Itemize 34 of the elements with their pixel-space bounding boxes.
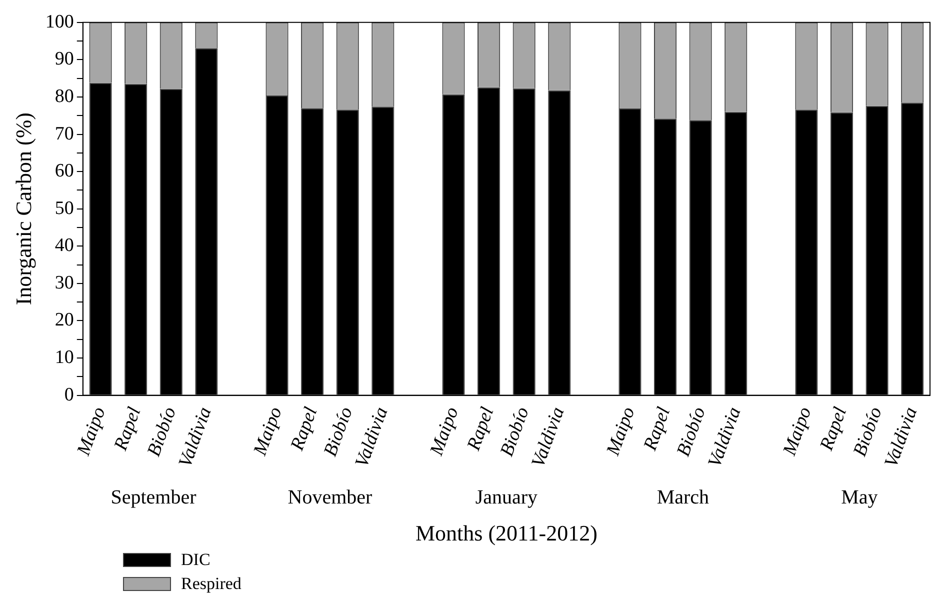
y-tick-label: 40 bbox=[54, 235, 74, 256]
text: March bbox=[656, 486, 710, 508]
x-axis-title: Months (2011-2012) bbox=[415, 520, 598, 546]
y-tick-label: 100 bbox=[45, 11, 74, 32]
legend-label: Respired bbox=[181, 574, 242, 594]
x-tick-label: Maipo bbox=[72, 404, 110, 460]
y-tick-label: 90 bbox=[54, 48, 74, 70]
x-tick-label: Maipo bbox=[778, 404, 816, 460]
y-tick-label: 10 bbox=[54, 346, 74, 368]
x-tick-label: Maipo bbox=[249, 404, 286, 460]
text: May bbox=[841, 486, 878, 508]
y-tick-label: 70 bbox=[54, 123, 74, 144]
x-tick-label: Maipo bbox=[602, 404, 640, 460]
x-tick-label: Biobío bbox=[320, 404, 358, 460]
y-axis-title: Inorganic Carbon (%) bbox=[10, 112, 36, 306]
text: January bbox=[475, 486, 538, 508]
x-tick-label: Biobío bbox=[496, 404, 534, 460]
x-tick-label: Rapel bbox=[639, 404, 675, 454]
x-tick-label: Rapel bbox=[286, 404, 322, 454]
x-tick-label: Biobío bbox=[672, 404, 710, 460]
y-tick-label: 0 bbox=[64, 384, 74, 406]
text: November bbox=[288, 486, 373, 508]
y-tick-label: 50 bbox=[54, 198, 74, 219]
x-tick-label: Rapel bbox=[462, 404, 498, 454]
y-tick-label: 80 bbox=[54, 86, 74, 107]
x-tick-label: Rapel bbox=[816, 404, 852, 454]
x-tick-label: Rapel bbox=[110, 404, 146, 454]
text: September bbox=[110, 486, 197, 508]
legend-label: DIC bbox=[181, 550, 210, 570]
y-tick-label: 30 bbox=[54, 272, 74, 294]
y-tick-label: 60 bbox=[54, 160, 74, 182]
y-tick-label: 20 bbox=[54, 310, 74, 331]
x-tick-label: Maipo bbox=[426, 404, 463, 460]
x-tick-label: Biobío bbox=[143, 404, 181, 460]
